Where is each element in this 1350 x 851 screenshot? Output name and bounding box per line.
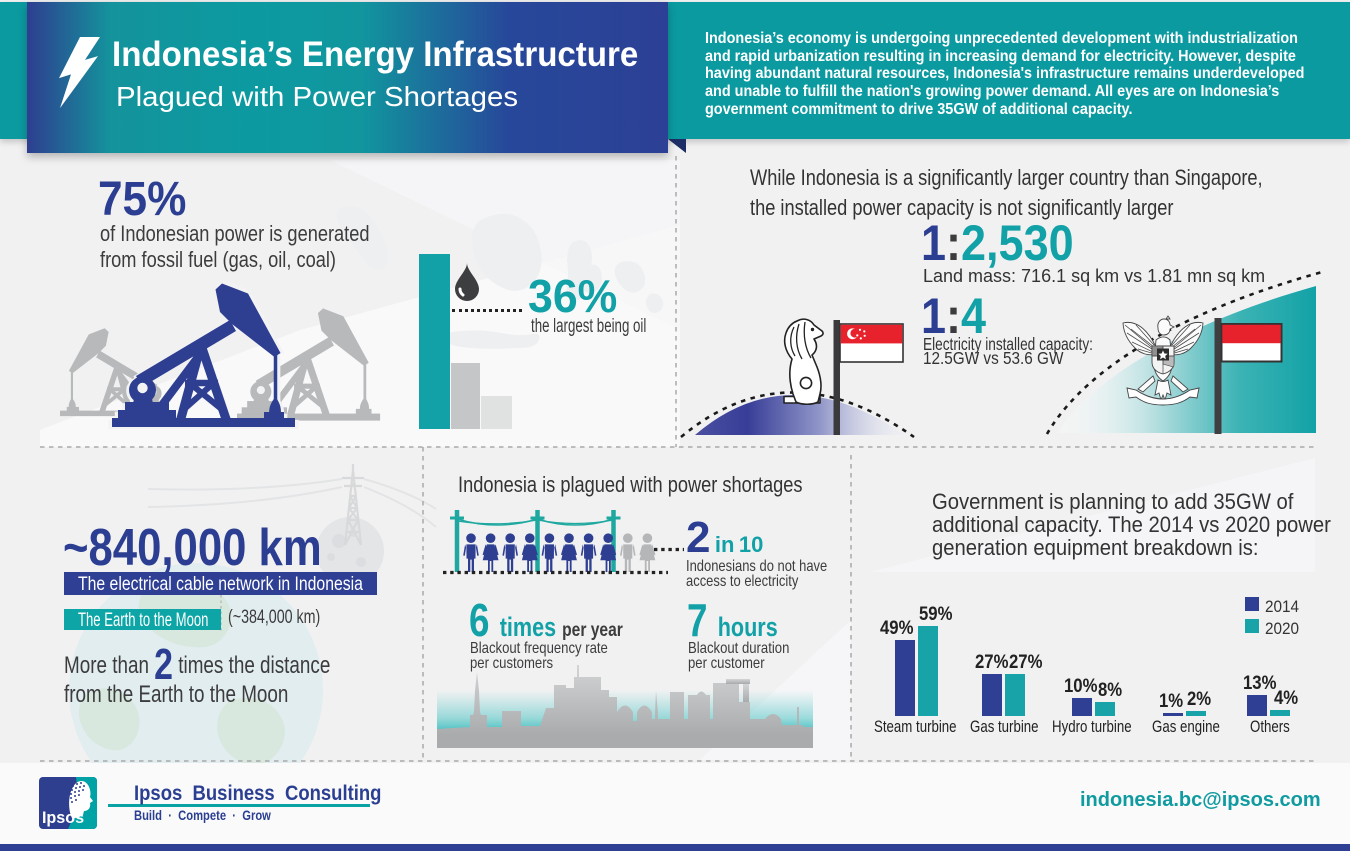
svg-text:Ipsos: Ipsos [42, 809, 84, 827]
